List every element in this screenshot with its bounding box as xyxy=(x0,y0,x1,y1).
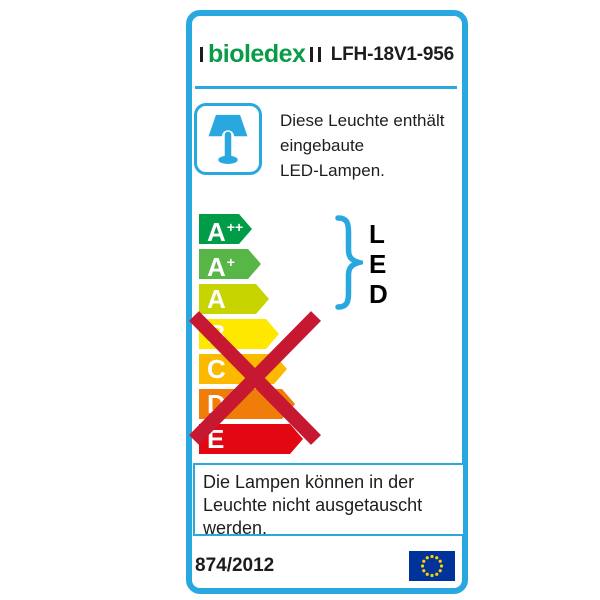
note-line: Leuchte nicht ausgetauscht xyxy=(203,495,423,515)
energy-class-label: B xyxy=(207,319,226,349)
energy-class-label: C xyxy=(207,354,226,384)
energy-arrow-C: C xyxy=(199,354,287,384)
lamp-pictogram-box xyxy=(194,103,262,175)
energy-arrows: A++ A+ A B C D E xyxy=(199,214,303,459)
eu-flag-icon xyxy=(409,551,455,581)
energy-arrow-A++: A++ xyxy=(199,214,252,244)
header: bioledex LFH-18V1-956 xyxy=(200,40,454,69)
energy-arrow-D: D xyxy=(199,389,295,419)
lamp-info-line: LED-Lampen. xyxy=(280,161,385,180)
led-letter: L xyxy=(369,219,385,249)
led-text: L E D xyxy=(369,219,388,309)
energy-class-label: A++ xyxy=(207,216,244,247)
energy-class-label: A+ xyxy=(207,251,235,282)
logo-bar-icon xyxy=(310,47,314,62)
led-letter: E xyxy=(369,249,387,279)
brace-icon xyxy=(335,215,363,310)
note-box: Die Lampen können in der Leuchte nicht a… xyxy=(193,463,465,538)
footer: 874/2012 xyxy=(195,549,455,583)
note-line: Die Lampen können in der xyxy=(203,472,415,492)
regulation-number: 874/2012 xyxy=(195,555,275,576)
lamp-info-line: eingebaute xyxy=(280,136,365,155)
energy-arrow-B: B xyxy=(199,319,279,349)
energy-class-label: E xyxy=(207,424,225,454)
energy-arrow-A: A xyxy=(199,284,269,314)
note-line: werden. xyxy=(203,518,268,538)
energy-class-label: A xyxy=(207,284,226,314)
energy-label: bioledex LFH-18V1-956 Diese Leuchte enth… xyxy=(186,10,468,594)
logo-bar-icon xyxy=(200,47,203,62)
brand-name: bioledex xyxy=(208,40,306,68)
header-divider xyxy=(195,86,457,89)
led-letter: D xyxy=(369,279,388,309)
brand-logo: bioledex xyxy=(200,40,322,69)
lamp-info-line: Diese Leuchte enthält xyxy=(280,111,445,130)
logo-bar-icon xyxy=(318,47,322,62)
model-number: LFH-18V1-956 xyxy=(330,43,454,65)
lamp-icon xyxy=(208,114,248,164)
energy-class-label: D xyxy=(207,389,226,419)
energy-arrow-E: E xyxy=(199,424,303,454)
energy-arrow-A+: A+ xyxy=(199,249,261,279)
lamp-info-text: Diese Leuchte enthält eingebaute LED-Lam… xyxy=(280,108,444,183)
